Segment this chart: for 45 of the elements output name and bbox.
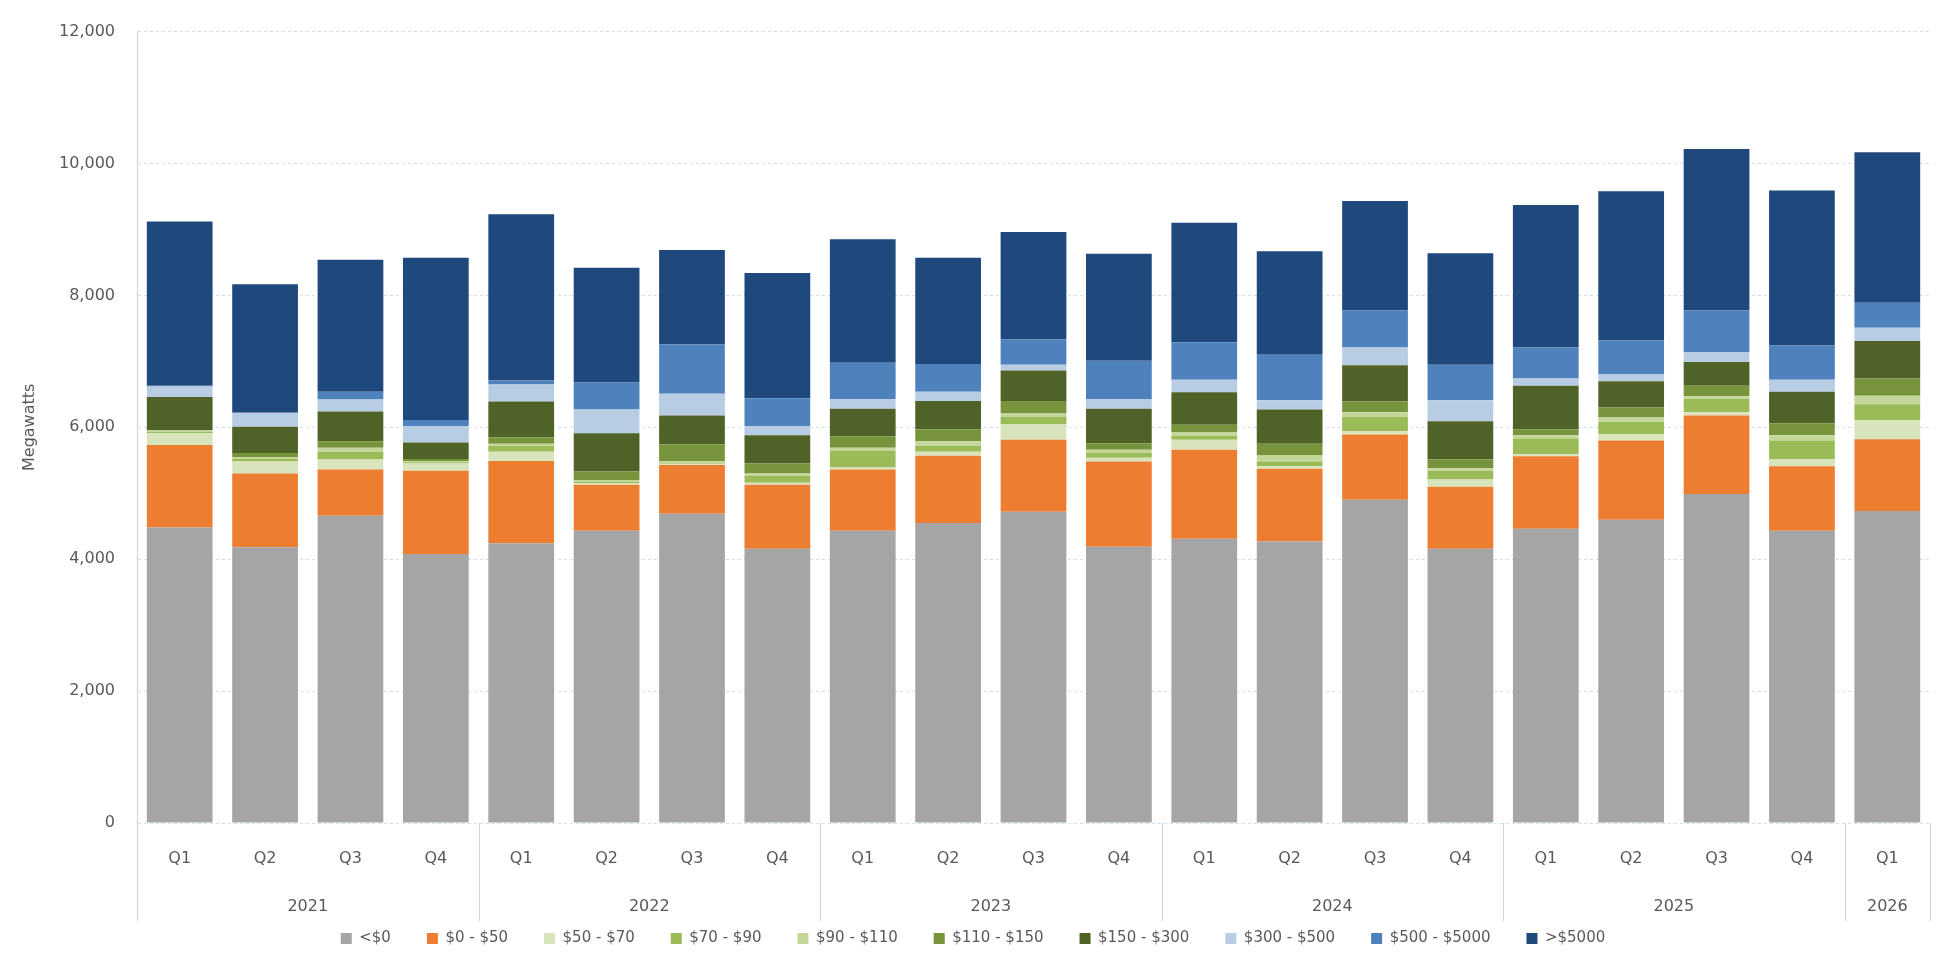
legend-label: $50 - $70: [562, 928, 635, 947]
legend-label: <$0: [359, 928, 391, 947]
x-tick-label: Q2: [253, 847, 277, 867]
legend-label: $150 - $300: [1098, 928, 1190, 947]
legend-label: $90 - $110: [815, 928, 898, 947]
y-tick-label: 12,000: [59, 20, 115, 40]
legend-label: $500 - $5000: [1389, 928, 1491, 947]
x-tick-label: Q3: [680, 847, 704, 867]
legend-label: $0 - $50: [445, 928, 509, 947]
x-tick-label: Q3: [339, 847, 362, 867]
x-tick-label: Q2: [1278, 847, 1302, 867]
x-tick-label: Q1: [509, 847, 533, 867]
y-tick-label: 10,000: [59, 152, 115, 172]
y-tick-label: 2,000: [69, 680, 115, 700]
text: 2024: [1311, 896, 1353, 916]
x-tick-label: Q2: [595, 847, 618, 867]
x-tick-label: Q1: [168, 847, 192, 867]
y-tick-label: 0: [104, 812, 115, 832]
y-tick-label: 6,000: [69, 416, 115, 436]
legend-label: $110 - $150: [952, 928, 1044, 947]
legend-label: $70 - $90: [689, 928, 762, 947]
x-tick-label: Q3: [1022, 847, 1045, 867]
x-tick-label: Q3: [1363, 847, 1387, 867]
x-tick-label: Q3: [1705, 847, 1728, 867]
y-axis-title: Megawatts: [18, 383, 38, 471]
y-tick-label: 4,000: [69, 548, 115, 568]
text: 2022: [628, 896, 670, 916]
x-tick-label: Q4: [765, 847, 789, 867]
y-tick-label: 8,000: [69, 284, 115, 304]
x-tick-label: Q1: [1534, 847, 1558, 867]
text: 2025: [1653, 896, 1695, 916]
text: 2023: [970, 896, 1012, 916]
x-tick-label: Q4: [1107, 847, 1131, 867]
text: 2026: [1866, 896, 1908, 916]
x-tick-label: Q2: [1619, 847, 1643, 867]
legend-label: >$5000: [1544, 928, 1606, 947]
x-tick-label: Q1: [1875, 847, 1899, 867]
x-tick-label: Q2: [936, 847, 960, 867]
x-tick-label: Q4: [1790, 847, 1814, 867]
x-tick-label: Q1: [851, 847, 875, 867]
x-tick-label: Q1: [1192, 847, 1216, 867]
x-tick-label: Q4: [1449, 847, 1472, 867]
text: 2021: [287, 896, 329, 916]
x-tick-label: Q4: [424, 847, 448, 867]
legend-label: $300 - $500: [1243, 928, 1336, 947]
